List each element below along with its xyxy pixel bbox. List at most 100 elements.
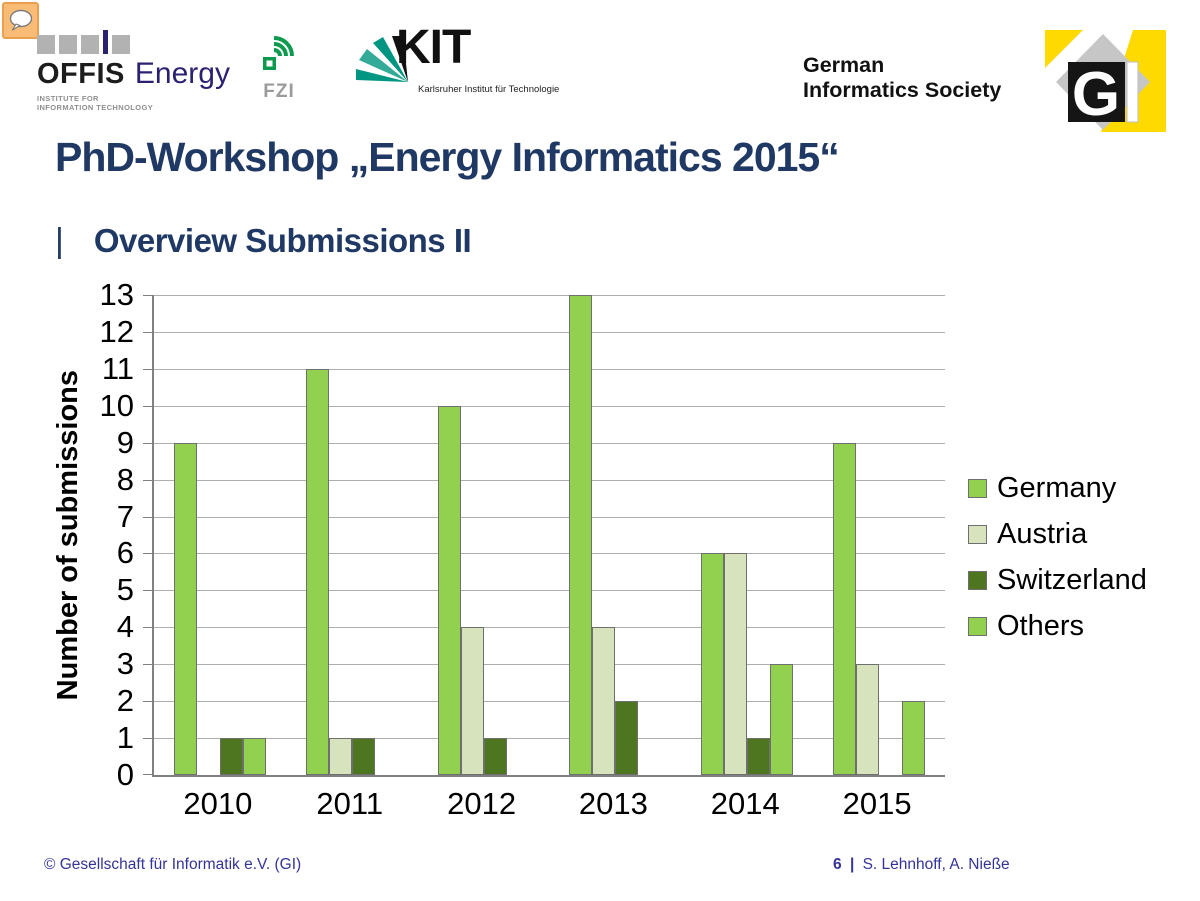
gridline <box>154 664 945 665</box>
gridline <box>154 553 945 554</box>
gridline <box>154 332 945 333</box>
gridline <box>154 590 945 591</box>
legend-label-austria: Austria <box>997 518 1088 550</box>
offis-subline-2: INFORMATION TECHNOLOGY <box>37 103 154 112</box>
fzi-label: FZI <box>263 81 295 102</box>
gridline <box>154 517 945 518</box>
offis-square <box>37 35 55 54</box>
footer-page-authors: 6 | S. Lehnhoff, A. Nieße <box>833 856 1010 874</box>
y-tick-mark <box>143 627 152 628</box>
y-tick-label: 9 <box>116 425 134 460</box>
footer-authors: S. Lehnhoff, A. Nieße <box>862 856 1010 873</box>
offis-logo-squares <box>37 30 230 54</box>
offis-square <box>81 35 99 54</box>
bar-switzerland-2010 <box>219 738 243 775</box>
legend-swatch-switzerland <box>968 571 987 590</box>
x-axis-label: 2014 <box>710 786 780 821</box>
gridline <box>154 701 945 702</box>
offis-wordmark: OFFIS <box>37 58 125 90</box>
legend-label-others: Others <box>997 610 1085 642</box>
bar-austria-2011 <box>328 738 352 775</box>
y-tick-mark <box>143 701 152 702</box>
gridline <box>154 738 945 739</box>
footer-separator: | <box>849 856 855 873</box>
y-tick-mark <box>143 590 152 591</box>
y-tick-mark <box>143 480 152 481</box>
y-tick-label: 3 <box>116 646 134 681</box>
bar-others-2015 <box>902 701 926 775</box>
legend-item-switzerland: Switzerland <box>968 564 1147 597</box>
kit-subline: Karlsruher Institut für Technologie <box>418 84 560 95</box>
x-axis-label: 2012 <box>447 786 517 821</box>
society-line-2: Informatics Society <box>803 78 1002 102</box>
offis-energy-logo: OFFIS Energy INSTITUTE FOR INFORMATION T… <box>37 30 230 112</box>
legend-label-germany: Germany <box>997 472 1117 504</box>
bar-others-2014 <box>770 664 794 775</box>
chart-legend: Germany Austria Switzerland Others <box>968 472 1147 656</box>
bar-germany-2015 <box>833 443 857 775</box>
bar-switzerland-2012 <box>483 738 507 775</box>
legend-item-others: Others <box>968 610 1147 643</box>
legend-swatch-austria <box>968 525 987 544</box>
y-tick-mark <box>143 332 152 333</box>
fzi-logo: FZI <box>257 33 301 103</box>
speech-bubble-icon <box>9 9 32 31</box>
x-axis-label: 2010 <box>183 786 253 821</box>
gi-logo: G <box>1045 30 1166 132</box>
kit-logo: KIT Karlsruher Institut für Technologie <box>356 21 586 100</box>
bar-switzerland-2014 <box>747 738 771 775</box>
y-tick-mark <box>143 295 152 296</box>
bar-switzerland-2013 <box>615 701 639 775</box>
gridline <box>154 295 945 296</box>
y-tick-labels: 0 1 2 3 4 5 6 7 8 9 10 11 12 13 <box>80 277 140 792</box>
legend-swatch-germany <box>968 479 987 498</box>
slide-subtitle: | Overview Submissions II <box>55 222 472 261</box>
y-tick-label: 8 <box>116 462 134 497</box>
gridline <box>154 443 945 444</box>
bar-austria-2014 <box>724 553 748 775</box>
y-tick-label: 1 <box>116 720 134 755</box>
y-tick-mark <box>143 774 152 775</box>
gi-logo-letter-g: G <box>1072 60 1120 129</box>
footer-copyright: © Gesellschaft für Informatik e.V. (GI) <box>44 856 302 873</box>
y-tick-label: 11 <box>101 351 134 386</box>
bar-germany-2014 <box>701 553 725 775</box>
bar-austria-2012 <box>460 627 484 775</box>
offis-energy-label: Energy <box>134 57 230 90</box>
y-tick-label: 2 <box>116 683 134 718</box>
legend-label-switzerland: Switzerland <box>997 564 1147 596</box>
x-axis-label: 2013 <box>578 786 648 821</box>
society-line-1: German <box>803 53 885 77</box>
comment-bubble-button[interactable] <box>2 2 39 39</box>
slide-title: PhD-Workshop „Energy Informatics 2015“ <box>55 134 840 180</box>
offis-subline-1: INSTITUTE FOR <box>37 94 99 103</box>
legend-item-austria: Austria <box>968 518 1147 551</box>
kit-fan-icon <box>356 36 408 82</box>
x-axis-label: 2015 <box>842 786 912 821</box>
bar-germany-2011 <box>305 369 329 775</box>
page-number: 6 <box>833 856 842 873</box>
gridline <box>154 406 945 407</box>
y-tick-label: 13 <box>99 277 134 312</box>
y-tick-mark <box>143 664 152 665</box>
bar-austria-2013 <box>592 627 616 775</box>
bar-germany-2012 <box>437 406 461 775</box>
gridline <box>154 480 945 481</box>
german-informatics-society-label: German Informatics Society <box>803 53 1001 103</box>
kit-wordmark: KIT <box>396 21 471 74</box>
fzi-waves-icon <box>263 36 294 70</box>
offis-square <box>112 35 130 54</box>
y-tick-label: 12 <box>99 314 134 349</box>
bar-switzerland-2011 <box>351 738 375 775</box>
offis-navy-bar <box>103 30 108 54</box>
x-axis-labels: 2010 2011 2012 2013 2014 2015 <box>152 786 943 826</box>
x-axis-label: 2011 <box>316 786 384 821</box>
bar-germany-2010 <box>173 443 197 775</box>
y-tick-mark <box>143 553 152 554</box>
y-tick-mark <box>143 369 152 370</box>
y-tick-label: 4 <box>116 609 134 644</box>
subtitle-marker: | <box>55 222 64 260</box>
gridline <box>154 627 945 628</box>
offis-square <box>59 35 77 54</box>
